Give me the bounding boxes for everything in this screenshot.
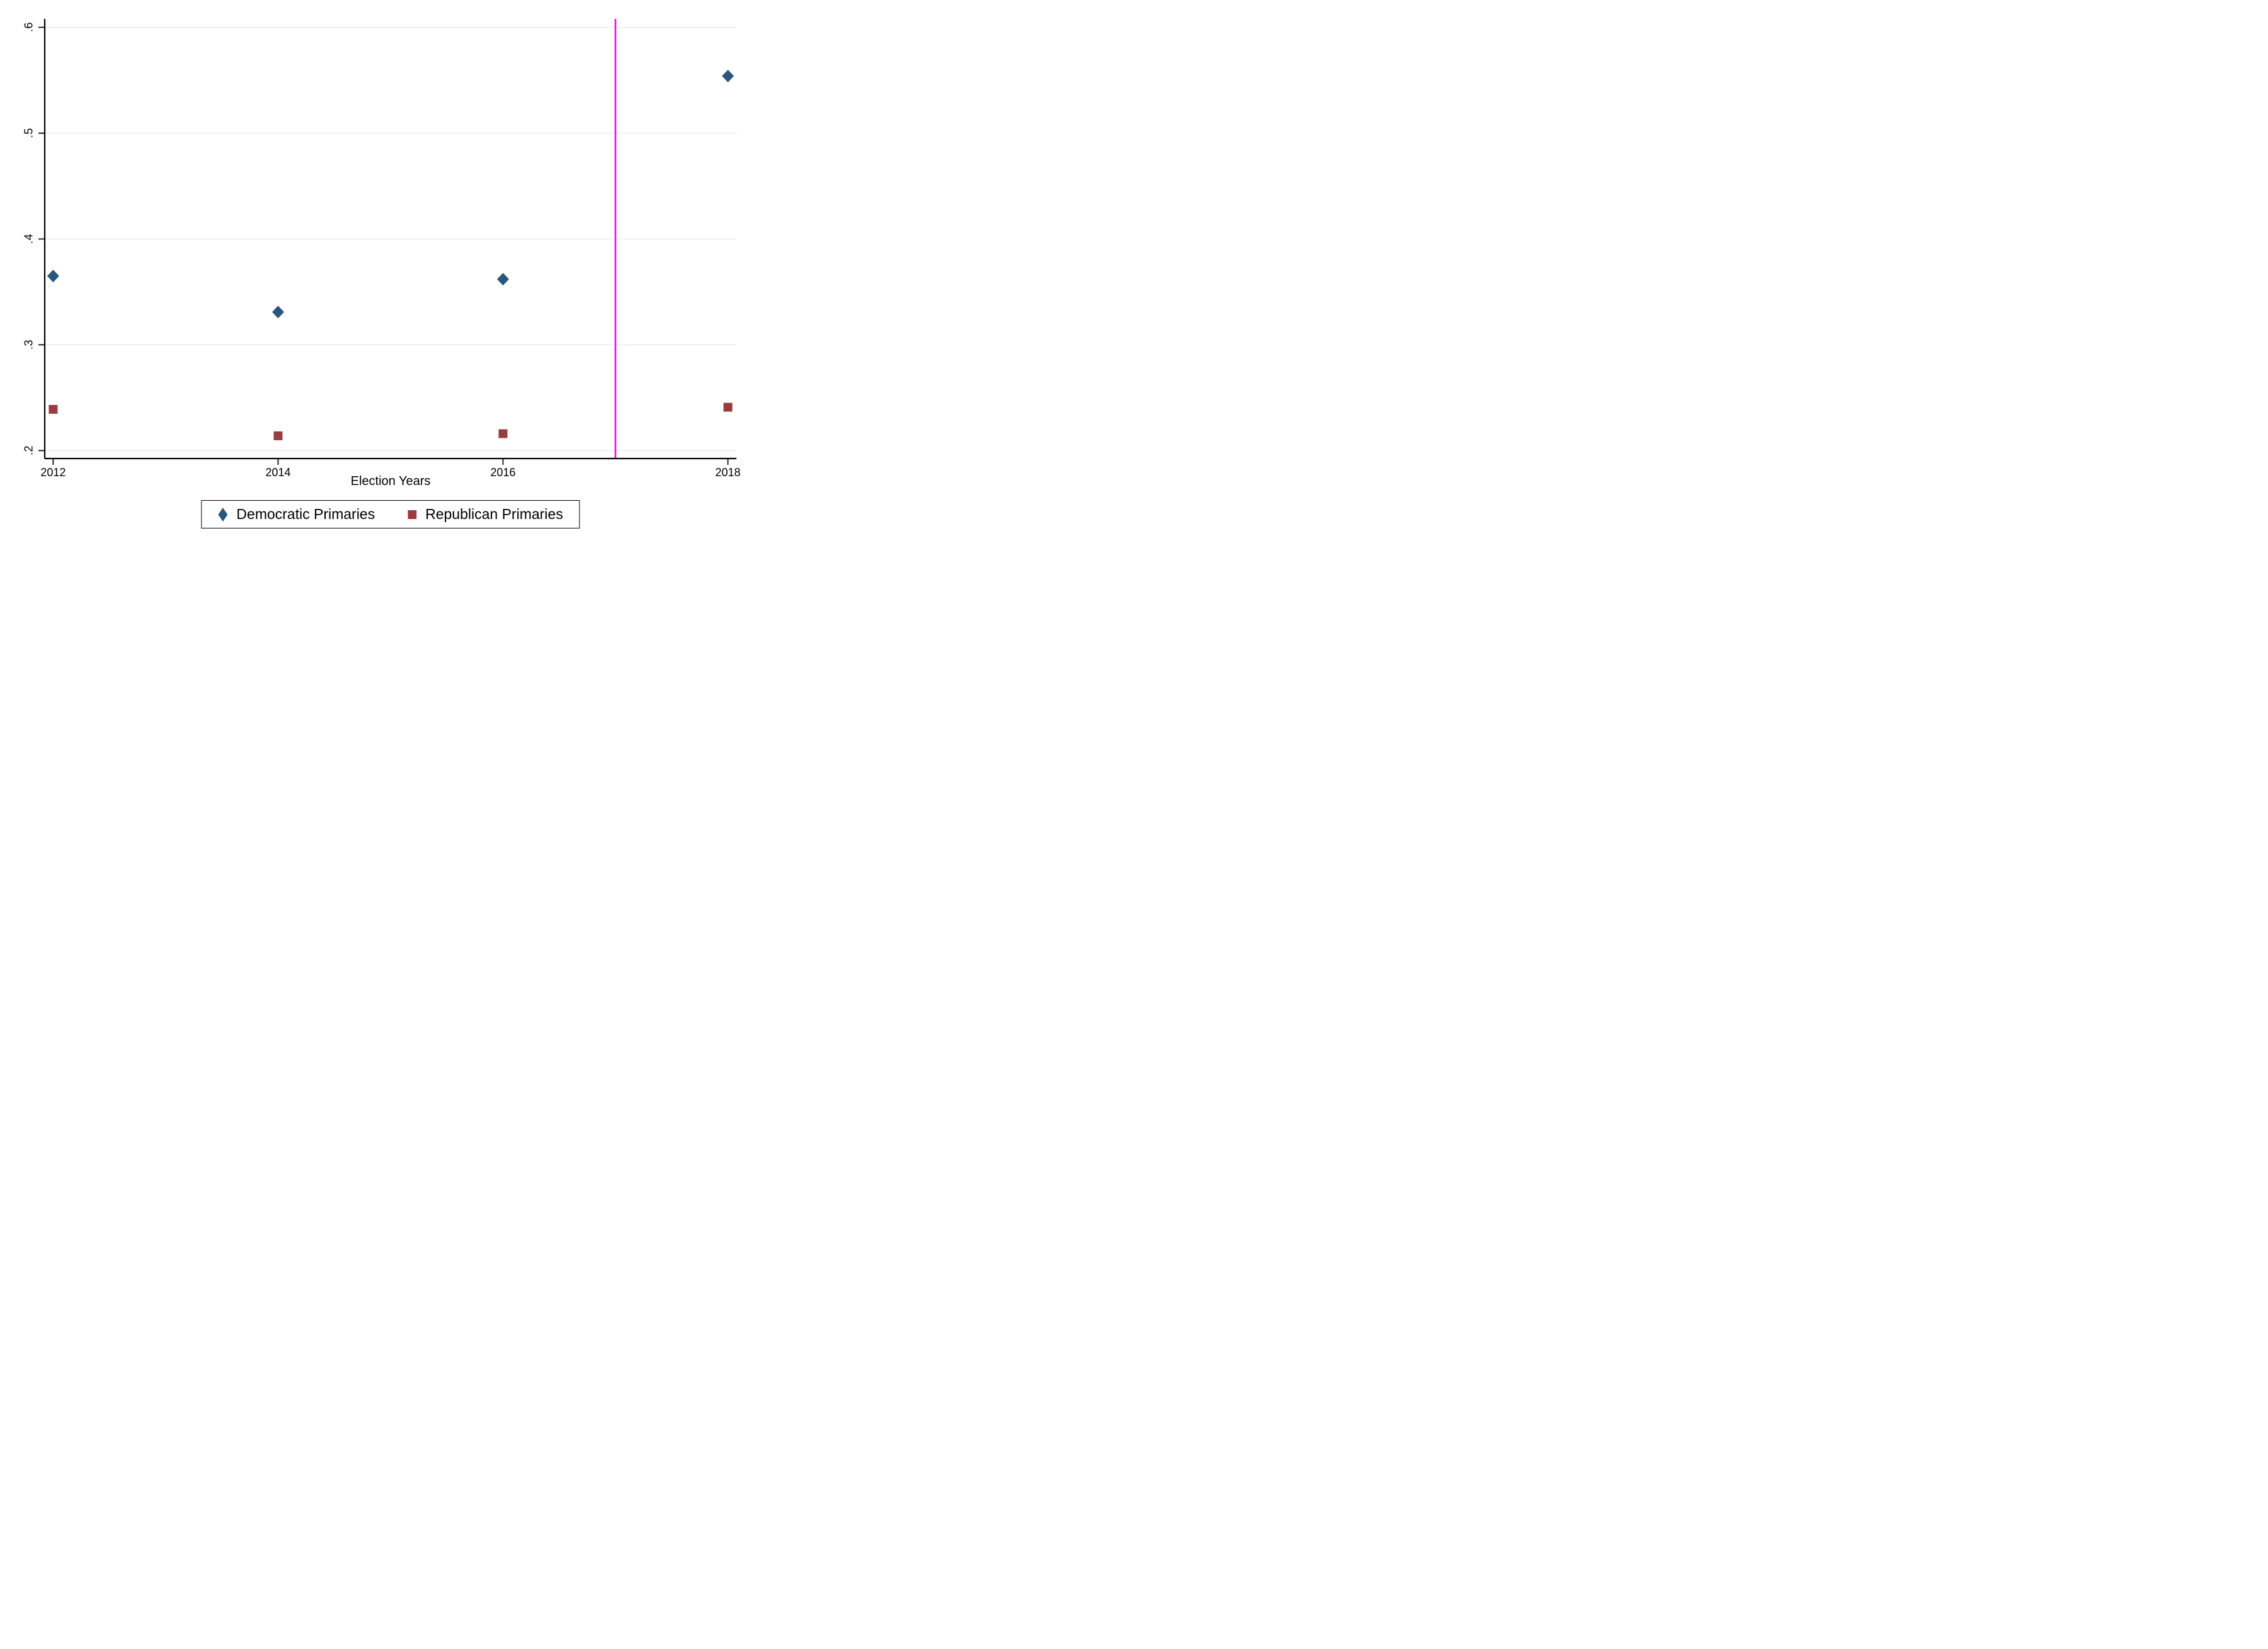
y-tick-label-0.4: .4 <box>22 234 35 244</box>
x-tick-label-2018: 2018 <box>715 466 741 479</box>
diamond-marker-icon <box>218 507 228 522</box>
data-point-democratic-2018 <box>721 69 734 83</box>
data-point-republican-2014 <box>273 431 283 440</box>
legend: Democratic Primaries Republican Primarie… <box>201 500 580 528</box>
data-point-republican-2012 <box>49 404 58 414</box>
data-point-democratic-2012 <box>47 270 59 283</box>
square-marker-icon <box>408 510 417 519</box>
data-point-republican-2016 <box>498 429 508 438</box>
legend-item-republican: Republican Primaries <box>408 506 563 523</box>
chart-canvas <box>38 19 736 465</box>
scatter-plot-figure: .2 .3 .4 .5 .6 2012 2014 2016 2018 Elect… <box>0 0 756 550</box>
y-tick-label-0.2: .2 <box>22 445 35 456</box>
x-tick-label-2016: 2016 <box>490 466 516 479</box>
plot-area <box>38 19 736 465</box>
legend-item-democratic: Democratic Primaries <box>218 506 375 523</box>
y-tick-label-0.3: .3 <box>22 340 35 350</box>
data-point-democratic-2014 <box>272 305 284 319</box>
x-axis-title: Election Years <box>350 474 431 488</box>
data-point-democratic-2016 <box>496 273 509 286</box>
x-tick-label-2014: 2014 <box>265 466 291 479</box>
y-tick-label-0.5: .5 <box>22 128 35 139</box>
legend-label-republican: Republican Primaries <box>425 506 563 522</box>
data-point-republican-2018 <box>723 402 733 412</box>
x-tick-label-2012: 2012 <box>40 466 66 479</box>
y-tick-label-0.6: .6 <box>22 22 35 33</box>
legend-label-democratic: Democratic Primaries <box>236 506 375 522</box>
